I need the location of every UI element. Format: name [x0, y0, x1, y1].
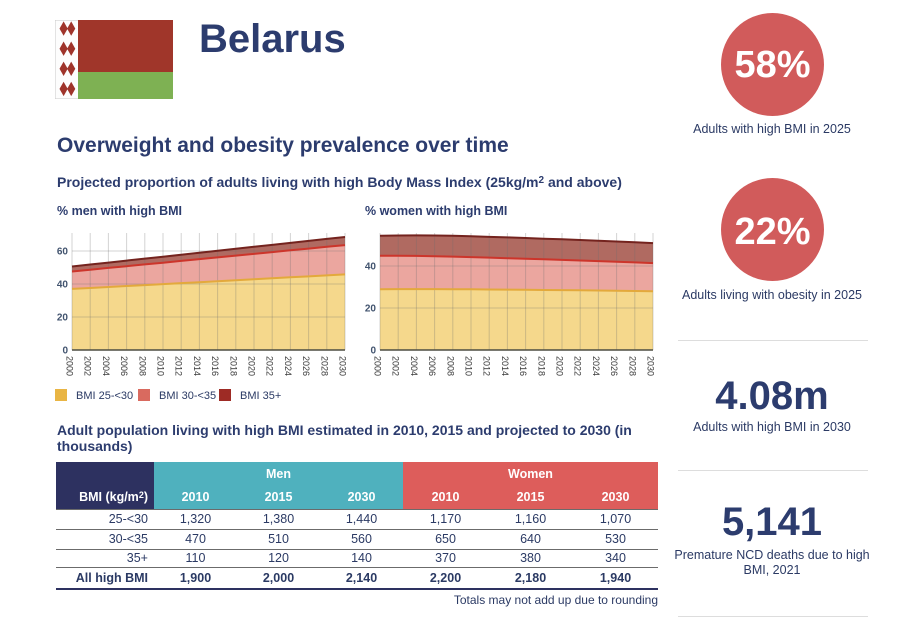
svg-text:2022: 2022: [573, 356, 583, 376]
svg-text:40: 40: [365, 262, 377, 273]
svg-text:2002: 2002: [391, 356, 401, 376]
svg-text:2020: 2020: [555, 356, 565, 376]
svg-text:2024: 2024: [591, 356, 601, 376]
svg-text:2014: 2014: [500, 356, 510, 376]
svg-text:2026: 2026: [609, 356, 619, 376]
svg-text:2014: 2014: [192, 356, 202, 376]
svg-text:2022: 2022: [265, 356, 275, 376]
svg-text:2000: 2000: [65, 356, 75, 376]
svg-text:20: 20: [57, 313, 69, 324]
svg-text:0: 0: [62, 346, 68, 357]
svg-text:2008: 2008: [445, 356, 455, 376]
svg-text:2010: 2010: [156, 356, 166, 376]
svg-text:2004: 2004: [101, 356, 111, 376]
svg-text:2018: 2018: [536, 356, 546, 376]
svg-text:2012: 2012: [482, 356, 492, 376]
svg-text:2030: 2030: [338, 356, 348, 376]
svg-text:2010: 2010: [464, 356, 474, 376]
svg-text:60: 60: [57, 247, 69, 258]
svg-text:2008: 2008: [137, 356, 147, 376]
svg-text:2006: 2006: [427, 356, 437, 376]
svg-text:20: 20: [365, 304, 377, 315]
svg-text:2016: 2016: [518, 356, 528, 376]
svg-text:40: 40: [57, 280, 69, 291]
svg-text:2004: 2004: [409, 356, 419, 376]
svg-text:2012: 2012: [174, 356, 184, 376]
svg-text:2024: 2024: [283, 356, 293, 376]
svg-text:2002: 2002: [83, 356, 93, 376]
svg-text:2018: 2018: [228, 356, 238, 376]
svg-text:2028: 2028: [627, 356, 637, 376]
svg-text:2030: 2030: [646, 356, 656, 376]
svg-text:2000: 2000: [373, 356, 383, 376]
svg-text:2026: 2026: [301, 356, 311, 376]
svg-text:2006: 2006: [119, 356, 129, 376]
svg-text:2020: 2020: [247, 356, 257, 376]
svg-text:2016: 2016: [210, 356, 220, 376]
svg-text:0: 0: [370, 346, 376, 357]
svg-text:2028: 2028: [319, 356, 329, 376]
